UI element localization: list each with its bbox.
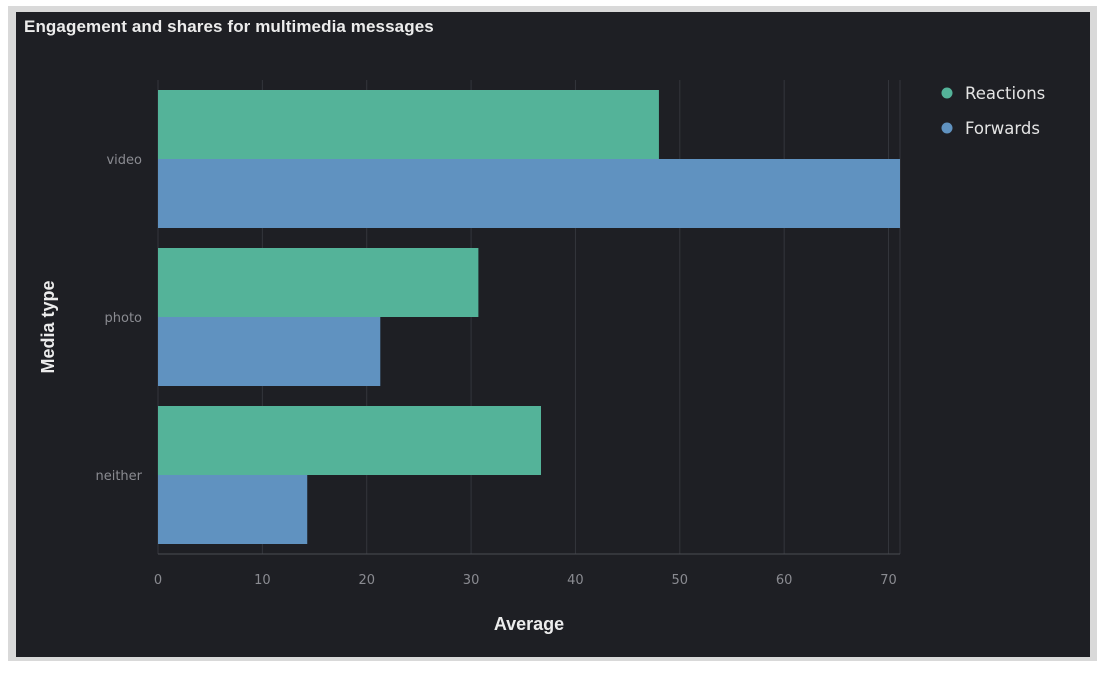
bar-forwards-video (158, 159, 900, 228)
x-tick-label: 30 (463, 573, 480, 588)
y-tick-label: video (106, 153, 142, 168)
bars (158, 90, 900, 544)
x-tick-label: 0 (154, 573, 162, 588)
bar-reactions-photo (158, 248, 479, 317)
x-tick-label: 20 (358, 573, 375, 588)
x-tick-label: 70 (880, 573, 897, 588)
legend: Reactions Forwards (941, 84, 1045, 138)
bar-reactions-neither (158, 406, 542, 475)
x-tick-label: 50 (672, 573, 689, 588)
x-tick-label: 60 (776, 573, 793, 588)
y-tick-label: neither (95, 469, 142, 484)
bar-chart: 0 10 20 30 40 50 60 70 video photo neither Averag… (38, 80, 1045, 634)
legend-label-forwards: Forwards (965, 119, 1040, 138)
x-tick-labels: 0 10 20 30 40 50 60 70 (154, 573, 897, 588)
chart-title: Engagement and shares for multimedia mes… (24, 17, 434, 36)
chart-panel: Engagement and shares for multimedia mes… (16, 12, 1090, 657)
y-axis-title: Media type (38, 280, 58, 373)
bar-reactions-video (158, 90, 659, 159)
x-tick-label: 10 (254, 573, 271, 588)
bar-forwards-photo (158, 317, 381, 386)
y-tick-labels: video photo neither (95, 153, 142, 484)
legend-swatch-reactions (941, 87, 953, 99)
bar-forwards-neither (158, 475, 308, 544)
x-axis-title: Average (494, 614, 564, 634)
legend-label-reactions: Reactions (965, 84, 1045, 103)
x-tick-label: 40 (567, 573, 584, 588)
legend-swatch-forwards (941, 122, 953, 134)
y-tick-label: photo (105, 311, 143, 326)
